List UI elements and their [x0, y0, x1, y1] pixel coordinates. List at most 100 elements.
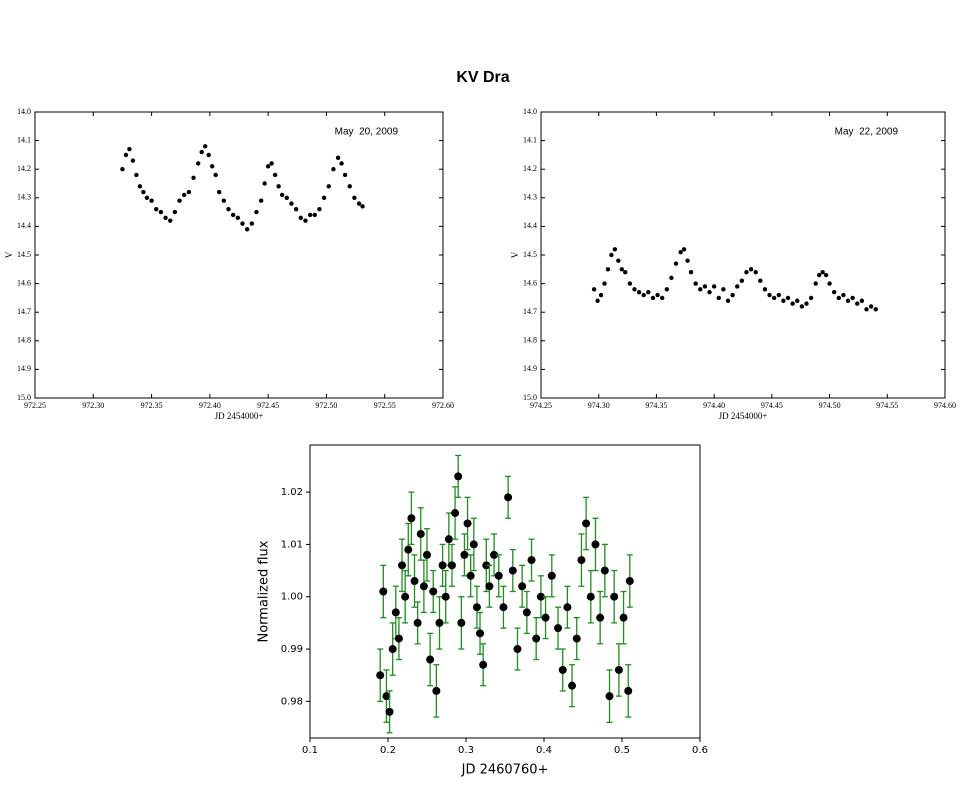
annotation: May 20, 2009 [335, 127, 399, 138]
data-point [776, 292, 781, 298]
data-point [172, 209, 178, 215]
x-tick-label: 972.25 [24, 401, 46, 410]
data-point [404, 545, 413, 554]
data-point [623, 269, 628, 275]
data-point [595, 298, 600, 303]
data-point [577, 556, 586, 565]
data-point [401, 592, 410, 601]
data-point [202, 144, 208, 149]
data-point [646, 289, 651, 295]
x-tick-label: 974.25 [530, 401, 552, 410]
data-point [154, 207, 159, 212]
data-point [321, 195, 327, 200]
data-point [508, 566, 517, 575]
data-point [841, 292, 846, 298]
data-point [799, 304, 805, 309]
data-point [655, 292, 660, 298]
data-point [716, 295, 721, 301]
data-point [221, 198, 227, 203]
data-point [466, 571, 475, 580]
data-point [688, 269, 694, 275]
data-point [591, 287, 597, 292]
x-tick-label: 972.30 [82, 401, 104, 410]
data-point [527, 556, 536, 565]
y-tick-label: 14.7 [17, 307, 31, 316]
x-tick-label: 0.3 [458, 745, 474, 756]
data-point [130, 158, 136, 163]
data-point [485, 582, 494, 591]
data-point [196, 161, 201, 166]
data-point [149, 198, 154, 203]
data-point [610, 592, 619, 601]
data-point [711, 284, 717, 289]
x-tick-label: 972.35 [141, 401, 163, 410]
data-point [137, 184, 143, 189]
data-point [602, 281, 607, 286]
data-point [609, 252, 614, 258]
data-point [249, 221, 255, 226]
data-point [134, 172, 139, 178]
x-tick-label: 974.60 [934, 401, 956, 410]
data-point [859, 298, 865, 303]
data-point [625, 577, 634, 586]
data-point [804, 301, 809, 306]
data-point [850, 295, 855, 301]
data-point [494, 571, 503, 580]
data-point [265, 164, 271, 169]
data-point [827, 281, 832, 286]
data-point [558, 665, 567, 674]
data-point [785, 295, 791, 301]
y-tick-label: 14.2 [17, 164, 31, 173]
data-point [873, 307, 878, 312]
data-point [781, 298, 786, 303]
y-tick-label: 1.00 [281, 592, 303, 603]
annotation: May 22, 2009 [835, 127, 899, 138]
data-point [279, 192, 285, 198]
x-tick-label: 972.45 [257, 401, 279, 410]
data-point [836, 295, 842, 301]
y-tick-label: 14.4 [17, 221, 31, 230]
x-tick-label: 972.60 [432, 401, 454, 410]
x-axis-label: JD 2460760+ [461, 763, 549, 778]
data-point [504, 493, 513, 502]
data-point [168, 218, 173, 223]
data-point [352, 195, 357, 200]
data-point [426, 655, 435, 664]
y-tick-label: 14.9 [17, 364, 31, 373]
data-point [312, 212, 317, 218]
data-point [307, 212, 313, 218]
data-point [244, 227, 250, 232]
data-point [206, 152, 211, 158]
data-point [758, 278, 763, 283]
data-point [438, 561, 447, 570]
data-point [868, 304, 874, 309]
data-point [490, 550, 499, 559]
data-point [748, 267, 754, 272]
data-point [127, 146, 132, 152]
chart: 0.1 0.2 0.3 0.4 0.5 0.6 0.98 0.99 1.00 1.01 1.02 JD… [257, 444, 708, 778]
data-point [209, 164, 215, 169]
y-tick-label: 14.0 [523, 107, 537, 116]
data-point [820, 269, 825, 275]
data-point [605, 267, 611, 272]
data-point [753, 269, 758, 275]
data-point [376, 671, 385, 680]
data-point [182, 192, 187, 198]
data-point [627, 281, 633, 286]
data-point [855, 301, 860, 306]
data-point [586, 592, 595, 601]
data-point [482, 561, 491, 570]
data-point [612, 247, 618, 252]
data-point [356, 201, 362, 206]
data-point [454, 472, 463, 481]
data-point [681, 247, 687, 252]
data-point [289, 201, 294, 206]
x-tick-label: 0.2 [380, 745, 396, 756]
data-point [398, 561, 407, 570]
data-point [331, 167, 336, 172]
data-point [707, 289, 712, 295]
x-tick-label: 0.4 [536, 745, 552, 756]
data-point [568, 681, 577, 690]
data-point [276, 184, 281, 189]
data-point [823, 272, 829, 278]
